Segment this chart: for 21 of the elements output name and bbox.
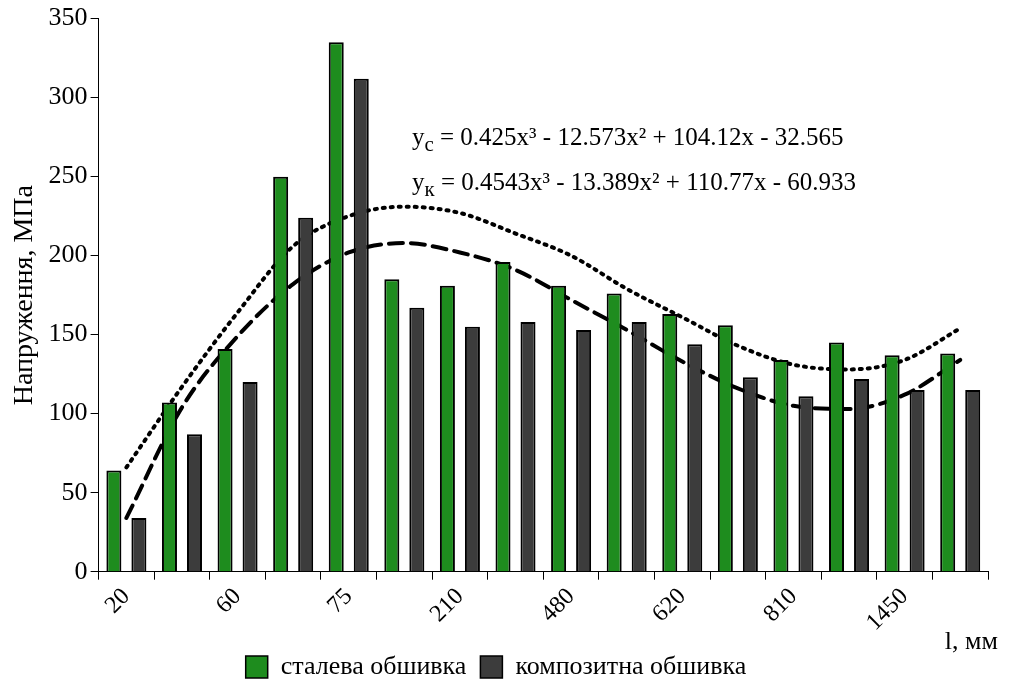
x-tick-label: 75 [321, 582, 357, 618]
y-axis-title: Напруження, МПа [7, 184, 39, 406]
x-tick-label: 60 [210, 582, 246, 618]
legend-label: композитна обшивка [515, 650, 747, 680]
y-tick-label: 350 [48, 2, 88, 32]
annotation: y$_{с}$ = 0.425x³ - 12.573x² + 104.12x - 32.565 [412, 122, 845, 158]
y-tick-label: 250 [48, 160, 88, 190]
y-tick-label: 150 [48, 318, 88, 348]
y-tick-label: 50 [61, 476, 88, 506]
x-tick-label: 810 [757, 582, 802, 627]
y-tick-label: 0 [74, 555, 88, 585]
x-tick-label: 480 [535, 582, 580, 627]
x-tick-label: 210 [424, 582, 468, 627]
x-tick-label: 620 [646, 582, 691, 627]
y-tick-label: 100 [48, 397, 88, 427]
y-tick-label: 300 [48, 81, 88, 111]
x-tick-label: 20 [99, 582, 135, 618]
annotation: y$_{к}$ = 0.4543x³ - 13.389x² + 110.77x - 60.933 [412, 167, 857, 203]
x-axis-title: l, мм [944, 626, 998, 656]
y-tick-label: 200 [48, 239, 88, 269]
legend-label: сталева обшивка [280, 650, 467, 680]
